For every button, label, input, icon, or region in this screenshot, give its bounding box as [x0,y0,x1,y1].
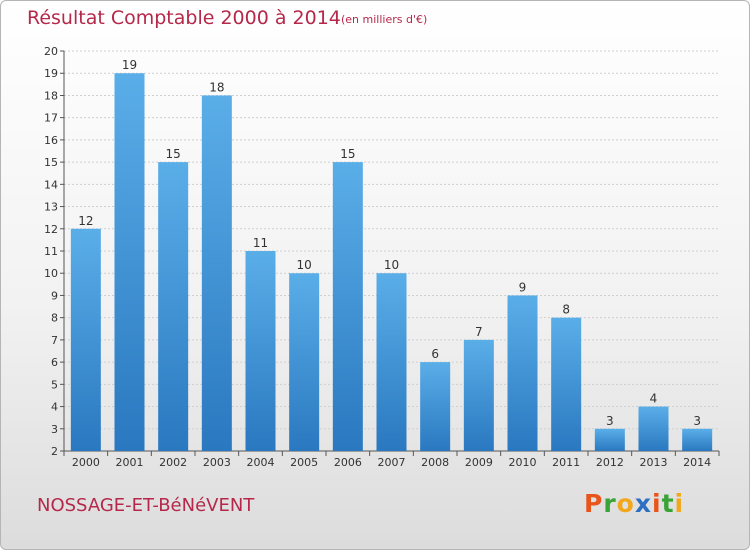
bar-2013 [638,406,669,451]
chart-title: Résultat Comptable 2000 à 2014 [27,7,341,29]
y-tick-label: 15 [44,156,58,169]
value-label: 6 [431,347,439,361]
y-tick-label: 16 [44,134,58,147]
y-tick-label: 9 [51,289,58,302]
y-tick-label: 6 [51,356,58,369]
y-tick-label: 10 [44,267,58,280]
y-tick-label: 14 [44,178,58,191]
bar-2009 [463,339,494,451]
x-tick-label: 2002 [159,456,187,469]
value-label: 19 [122,58,137,72]
x-tick-label: 2013 [640,456,668,469]
value-label: 10 [384,258,399,272]
value-label: 12 [78,214,93,228]
bar-2000 [70,228,101,451]
x-tick-label: 2006 [334,456,362,469]
y-tick-label: 19 [44,67,58,80]
x-tick-label: 2011 [552,456,580,469]
bar-2011 [551,317,582,451]
y-tick-label: 4 [51,401,58,414]
y-tick-label: 8 [51,312,58,325]
logo-letter: i [652,489,662,518]
proxiti-logo: Proxiti [584,489,684,518]
bar-2014 [682,428,713,451]
y-tick-label: 17 [44,112,58,125]
x-tick-label: 2008 [421,456,449,469]
x-tick-label: 2005 [290,456,318,469]
logo-letter: P [584,489,604,518]
x-tick-label: 2010 [509,456,537,469]
logo-letter: i [674,489,685,518]
value-label: 15 [166,147,181,161]
x-tick-label: 2007 [378,456,406,469]
x-tick-label: 2009 [465,456,493,469]
x-tick-label: 2014 [683,456,711,469]
y-tick-label: 3 [51,423,58,436]
y-tick-label: 2 [51,445,58,458]
y-tick-label: 5 [51,378,58,391]
bar-2001 [114,73,145,451]
bar-2007 [376,273,407,451]
y-tick-label: 7 [51,334,58,347]
logo-letter: o [616,489,635,518]
value-label: 15 [340,147,355,161]
value-label: 7 [475,325,483,339]
y-tick-label: 11 [44,245,58,258]
y-tick-label: 12 [44,223,58,236]
logo-letter: r [603,489,617,518]
y-tick-label: 20 [44,45,58,58]
x-tick-label: 2000 [72,456,100,469]
value-label: 3 [693,414,701,428]
value-label: 9 [519,280,527,294]
labels: 2345678910111213141516171819201220001920… [44,45,711,469]
x-tick-label: 2001 [116,456,144,469]
value-label: 8 [562,303,570,317]
x-tick-label: 2004 [247,456,275,469]
value-label: 11 [253,236,268,250]
x-tick-label: 2003 [203,456,231,469]
logo-letter: t [661,489,675,518]
commune-name: NOSSAGE-ET-BéNéVENT [37,495,255,516]
bar-2002 [158,162,189,451]
y-tick-label: 13 [44,201,58,214]
y-tick-label: 18 [44,89,58,102]
logo-letter: x [634,489,652,518]
bar-2010 [507,295,538,451]
bar-2006 [332,162,363,451]
value-label: 10 [297,258,312,272]
value-label: 4 [650,392,658,406]
value-label: 3 [606,414,614,428]
bar-2005 [289,273,320,451]
x-tick-label: 2012 [596,456,624,469]
bars [70,73,713,451]
chart-subtitle: (en milliers d'€) [341,13,428,26]
bar-2004 [245,251,276,451]
bar-2008 [420,362,451,451]
bar-2003 [201,95,232,451]
bar-2012 [594,428,625,451]
value-label: 18 [209,80,224,94]
